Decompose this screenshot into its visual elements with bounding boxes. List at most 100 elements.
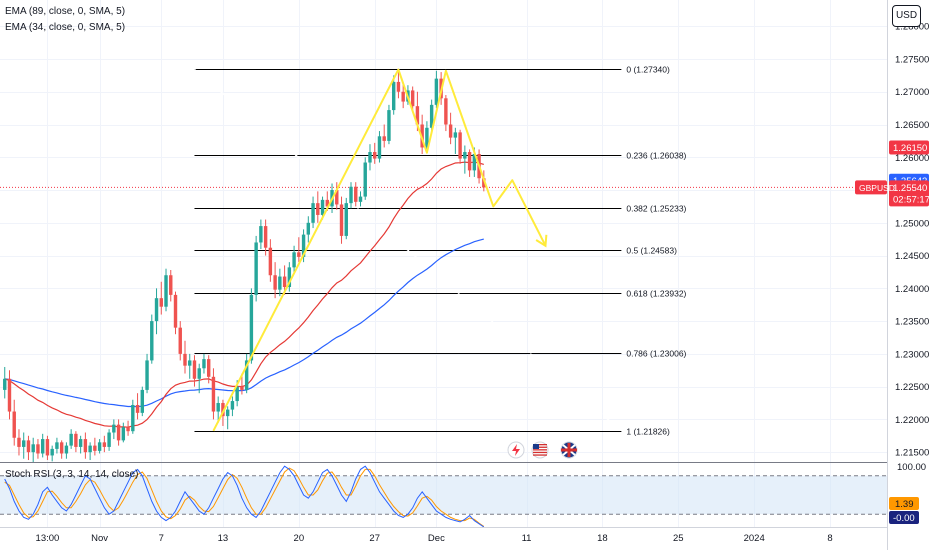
candle-55: [263, 219, 268, 256]
candles: [3, 69, 486, 462]
candle-body-53: [254, 242, 258, 295]
candle-body-80: [382, 136, 386, 141]
fib-label-5: 0.786 (1.23006): [626, 349, 686, 359]
currency-button[interactable]: USD: [892, 5, 921, 27]
time-axis[interactable]: 13:00 Nov 7 13 20 27 Dec 11 18 25 2024 8: [36, 533, 833, 544]
candle-3: [17, 429, 21, 456]
candle-81: [387, 104, 391, 145]
candle-body-83: [396, 81, 401, 92]
pattern-projection[interactable]: [212, 68, 548, 432]
candle-65: [311, 196, 315, 229]
candle-53: [254, 235, 258, 302]
candle-body-21: [102, 442, 107, 447]
candle-21: [102, 435, 107, 453]
stoch-k-line: [4, 465, 485, 528]
x-tick-11: 8: [827, 533, 832, 544]
candle-body-40: [192, 360, 197, 379]
candle-70: [335, 182, 339, 210]
candle-body-34: [164, 275, 168, 307]
candle-body-60: [287, 267, 292, 288]
candle-body-73: [349, 186, 353, 204]
candle-body-25: [121, 427, 126, 441]
candle-body-42: [202, 359, 206, 369]
candle-17: [83, 432, 88, 459]
candle-6: [31, 437, 35, 462]
candle-20: [97, 439, 102, 454]
lightning-event-icon[interactable]: [507, 441, 525, 459]
candle-94: [448, 112, 453, 145]
candle-5: [26, 435, 31, 461]
candle-body-79: [377, 136, 382, 159]
stoch-k-value: -0.00: [893, 513, 915, 524]
candle-31: [150, 314, 154, 364]
candle-body-62: [297, 252, 301, 257]
candle-body-26: [126, 427, 130, 432]
candle-58: [278, 268, 282, 297]
event-icons[interactable]: [507, 441, 578, 459]
y-tick-6: 1.25000: [895, 218, 929, 229]
candle-body-49: [235, 386, 239, 402]
stoch-k-tag: -0.00: [889, 511, 919, 524]
candle-9: [45, 435, 50, 461]
candle-body-13: [64, 445, 69, 454]
candle-86: [410, 86, 415, 112]
candle-27: [131, 399, 135, 434]
candle-body-23: [112, 424, 116, 433]
candle-16: [78, 435, 83, 454]
candle-body-19: [93, 445, 97, 451]
legend-ema34[interactable]: EMA (34, close, 0, SMA, 5): [5, 22, 126, 33]
us-flag-icon[interactable]: [531, 441, 549, 459]
fibonacci-retracement[interactable]: 0 (1.27340) 0.236 (1.26038) 0.382 (1.25233…: [193, 65, 687, 437]
candle-body-68: [325, 199, 329, 207]
candle-74: [354, 182, 358, 207]
candle-13: [64, 442, 69, 459]
price-axis[interactable]: 1.28000 1.27500 1.27000 1.26500 1.26000 1.255…: [895, 22, 929, 459]
candle-82: [391, 75, 396, 115]
candle-80: [382, 124, 386, 148]
candle-47: [225, 406, 230, 430]
candle-body-93: [444, 98, 448, 125]
uk-flag-icon[interactable]: [560, 441, 578, 459]
candle-8: [40, 433, 45, 458]
candle-95: [453, 127, 458, 154]
x-tick-7: 11: [522, 533, 532, 544]
candle-body-101: [482, 178, 486, 188]
candle-29: [140, 386, 145, 417]
candle-39: [188, 353, 192, 379]
y-tick-7: 1.24500: [895, 251, 929, 262]
candle-body-33: [159, 298, 163, 307]
candle-79: [377, 131, 382, 163]
legend-ema89[interactable]: EMA (89, close, 0, SMA, 5): [5, 6, 126, 17]
candle-38: [183, 340, 187, 374]
candle-body-35: [169, 275, 173, 295]
candle-97: [463, 145, 467, 174]
candle-30: [145, 353, 149, 394]
y-tick-9: 1.23500: [895, 317, 929, 328]
candle-77: [368, 144, 372, 171]
candle-body-52: [249, 294, 254, 361]
pattern-path[interactable]: [212, 68, 547, 432]
candle-body-90: [429, 104, 434, 128]
fib-trend-line[interactable]: [193, 68, 622, 432]
candle-body-75: [358, 196, 363, 202]
candle-body-3: [17, 437, 21, 447]
candle-19: [93, 437, 97, 456]
candle-body-58: [278, 276, 282, 290]
candle-7: [36, 439, 40, 459]
fib-label-6: 1 (1.21826): [626, 427, 670, 437]
candle-24: [116, 419, 121, 446]
candle-15: [74, 431, 78, 453]
candle-body-94: [448, 124, 453, 138]
candle-body-1: [7, 378, 12, 412]
candle-body-27: [131, 404, 135, 432]
y-tick-0: 1.28000: [895, 22, 929, 33]
legend-stoch-rsi[interactable]: Stoch RSI (3, 3, 14, 14, close): [5, 469, 139, 480]
stoch-tick-100: 100.00: [897, 462, 926, 473]
candle-body-51: [244, 360, 249, 390]
candle-56: [268, 239, 273, 282]
candle-25: [121, 422, 126, 443]
candle-71: [339, 196, 344, 244]
candle-body-59: [282, 276, 287, 288]
